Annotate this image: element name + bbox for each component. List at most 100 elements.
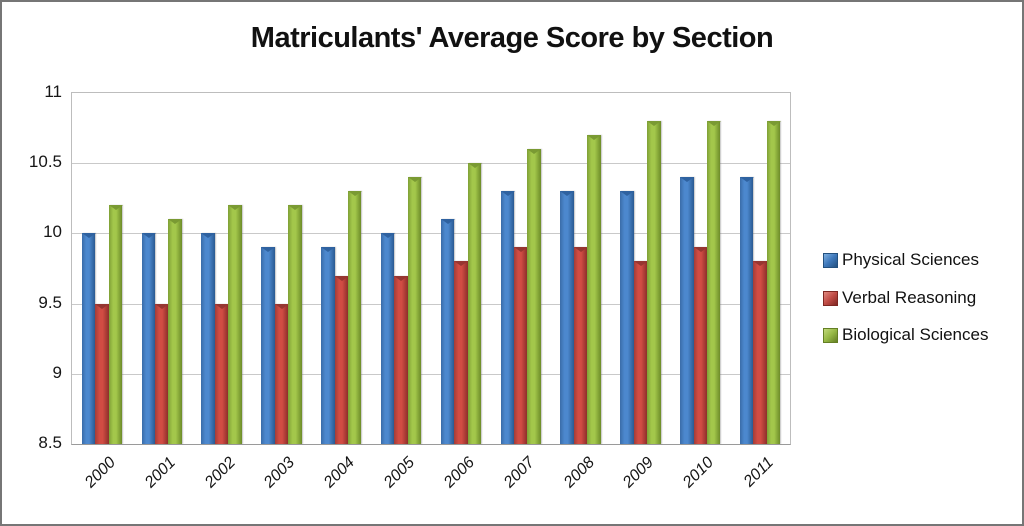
bar-bevel-notch — [407, 177, 422, 183]
bar-bevel-notch — [380, 233, 395, 239]
bar-biological-sciences-2000 — [108, 205, 123, 444]
bar-physical-sciences-2001 — [141, 233, 156, 444]
legend-marker-biological-sciences — [823, 327, 838, 343]
bar-bevel-notch — [739, 177, 754, 183]
bar-bevel-notch — [214, 303, 229, 309]
x-tick-label-2011: 2011 — [740, 454, 778, 491]
x-tick-label-2002: 2002 — [201, 454, 239, 492]
bar-bevel-notch — [633, 261, 648, 267]
bar-verbal-reasoning-2006 — [454, 261, 469, 444]
legend-marker-verbal-reasoning — [823, 290, 838, 306]
y-tick-label-9: 9 — [52, 362, 62, 382]
bar-bevel-notch — [454, 261, 469, 267]
bar-physical-sciences-2010 — [680, 177, 695, 444]
y-tick-label-8.5: 8.5 — [38, 433, 62, 452]
bar-verbal-reasoning-2011 — [753, 261, 768, 444]
bar-bevel-notch — [141, 233, 156, 239]
legend-marker-physical-sciences — [823, 252, 838, 268]
bar-verbal-reasoning-2008 — [573, 247, 588, 444]
legend-item-biological-sciences: Biological Sciences — [823, 325, 988, 345]
bar-verbal-reasoning-2010 — [693, 247, 708, 444]
bar-bevel-notch — [467, 163, 482, 169]
chart-title: Matriculants' Average Score by Section — [250, 22, 774, 54]
bar-physical-sciences-2006 — [440, 219, 455, 444]
bar-verbal-reasoning-2007 — [514, 247, 529, 444]
bar-bevel-notch — [766, 121, 781, 127]
bar-physical-sciences-2009 — [620, 191, 635, 444]
x-tick-label-2009: 2009 — [620, 454, 658, 492]
bar-bevel-notch — [155, 303, 170, 309]
legend-item-verbal-reasoning: Verbal Reasoning — [823, 288, 976, 308]
bar-verbal-reasoning-2001 — [155, 303, 170, 444]
y-tick-label-9.5: 9.5 — [38, 292, 62, 312]
plot-area — [71, 92, 791, 445]
bar-bevel-notch — [108, 205, 123, 211]
bar-bevel-notch — [168, 219, 183, 225]
bar-bevel-notch — [573, 247, 588, 253]
bar-bevel-notch — [228, 205, 243, 211]
x-tick-label-2001: 2001 — [141, 454, 179, 492]
bar-physical-sciences-2004 — [321, 247, 336, 444]
bar-bevel-notch — [527, 149, 542, 155]
bar-physical-sciences-2007 — [500, 191, 515, 444]
bar-verbal-reasoning-2004 — [334, 275, 349, 444]
bar-biological-sciences-2010 — [706, 121, 721, 444]
bar-verbal-reasoning-2005 — [394, 275, 409, 444]
bar-bevel-notch — [321, 247, 336, 253]
x-tick-label-2003: 2003 — [261, 454, 299, 492]
bar-bevel-notch — [394, 275, 409, 281]
bar-bevel-notch — [647, 121, 662, 127]
bar-physical-sciences-2005 — [380, 233, 395, 444]
bar-physical-sciences-2008 — [560, 191, 575, 444]
y-tick-label-11: 11 — [44, 82, 62, 101]
x-tick-label-2008: 2008 — [560, 454, 598, 492]
bar-verbal-reasoning-2002 — [214, 303, 229, 444]
bar-bevel-notch — [261, 247, 276, 253]
bar-biological-sciences-2005 — [407, 177, 422, 444]
legend-label-biological-sciences: Biological Sciences — [842, 325, 989, 344]
x-tick-label-2000: 2000 — [81, 454, 119, 492]
bar-biological-sciences-2008 — [587, 135, 602, 444]
bar-biological-sciences-2007 — [527, 149, 542, 444]
bar-bevel-notch — [706, 121, 721, 127]
bar-physical-sciences-2002 — [201, 233, 216, 444]
legend-item-physical-sciences: Physical Sciences — [823, 250, 979, 270]
bar-biological-sciences-2011 — [766, 121, 781, 444]
bar-biological-sciences-2002 — [228, 205, 243, 444]
bar-bevel-notch — [95, 303, 110, 309]
bar-bevel-notch — [514, 247, 529, 253]
x-tick-label-2006: 2006 — [440, 454, 478, 492]
bar-verbal-reasoning-2000 — [95, 303, 110, 444]
gridline-9.5 — [72, 303, 790, 305]
bar-bevel-notch — [693, 247, 708, 253]
bar-bevel-notch — [201, 233, 216, 239]
bar-biological-sciences-2009 — [647, 121, 662, 444]
bar-bevel-notch — [500, 191, 515, 197]
y-tick-label-10: 10 — [43, 222, 62, 242]
bar-biological-sciences-2006 — [467, 163, 482, 444]
x-tick-label-2005: 2005 — [380, 454, 419, 492]
bar-verbal-reasoning-2003 — [274, 303, 289, 444]
bar-bevel-notch — [680, 177, 695, 183]
x-tick-label-2004: 2004 — [321, 454, 359, 492]
bar-bevel-notch — [274, 303, 289, 309]
bar-bevel-notch — [288, 205, 303, 211]
bar-physical-sciences-2000 — [81, 233, 96, 444]
x-tick-label-2010: 2010 — [680, 454, 718, 492]
bar-physical-sciences-2003 — [261, 247, 276, 444]
gridline-9 — [72, 373, 790, 375]
bar-bevel-notch — [347, 191, 362, 197]
legend-label-physical-sciences: Physical Sciences — [842, 250, 980, 269]
bar-bevel-notch — [753, 261, 768, 267]
bar-biological-sciences-2004 — [347, 191, 362, 444]
gridline-10 — [72, 233, 790, 235]
bar-verbal-reasoning-2009 — [633, 261, 648, 444]
bar-bevel-notch — [620, 191, 635, 197]
y-tick-label-10.5: 10.5 — [28, 152, 62, 172]
bar-biological-sciences-2001 — [168, 219, 183, 444]
x-tick-label-2007: 2007 — [500, 454, 538, 492]
bar-bevel-notch — [334, 275, 349, 281]
bar-bevel-notch — [560, 191, 575, 197]
gridline-10.5 — [72, 163, 790, 165]
